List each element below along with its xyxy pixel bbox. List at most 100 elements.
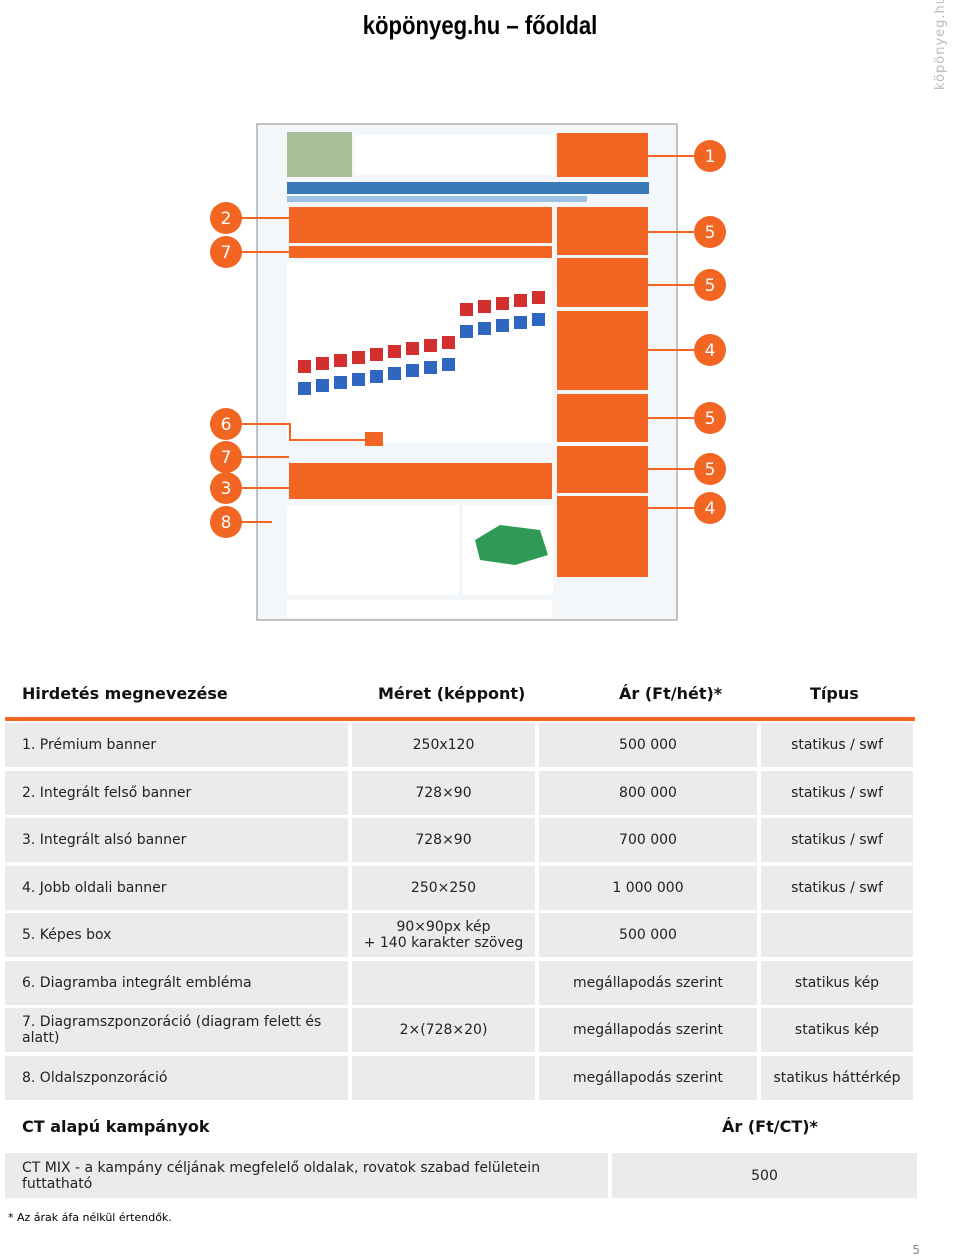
cell-text: 6. Diagramba integrált embléma [22, 974, 252, 991]
temp-square [298, 360, 311, 373]
callout-circle [694, 269, 726, 301]
table-cell: 800 000 [539, 770, 757, 815]
callout-circle [694, 492, 726, 524]
ad-slot [557, 133, 648, 177]
ad-slot [557, 311, 648, 390]
header-rule [5, 717, 915, 721]
table-cell: 6. Diagramba integrált embléma [5, 960, 348, 1005]
cell-text: 2. Integrált felső banner [22, 784, 192, 801]
temp-square [478, 322, 491, 335]
temp-square [442, 336, 455, 349]
temp-square [496, 319, 509, 332]
callout-number: 1 [705, 147, 716, 167]
ad-slot [557, 258, 648, 307]
sub-nav [287, 196, 587, 202]
table-cell: 250×250 [352, 865, 535, 910]
table-cell: 1 000 000 [539, 865, 757, 910]
callout-number: 4 [705, 499, 716, 519]
cell-text: + 140 karakter szöveg [363, 935, 524, 951]
screenshot-mockup: 2 7 6 7 3 8 1 5 5 4 5 5 4 [210, 123, 726, 621]
table-cell: statikus / swf [761, 818, 913, 862]
temp-square [388, 367, 401, 380]
ad-slot [289, 464, 552, 499]
temp-square [442, 358, 455, 371]
cell-text: 500 000 [619, 737, 677, 753]
table-cell: 700 000 [539, 818, 757, 862]
cell-text: megállapodás szerint [572, 1069, 723, 1086]
callout-circle [694, 334, 726, 366]
article-box [287, 600, 552, 618]
ad-slot [289, 207, 552, 243]
temp-square [424, 361, 437, 374]
temp-square [460, 303, 473, 316]
callout-circle [694, 216, 726, 248]
callout-circle [210, 408, 242, 440]
callout-circle [210, 506, 242, 538]
callout-circle [210, 202, 242, 234]
callout-circle [210, 441, 242, 473]
table-cell: 4. Jobb oldali banner [5, 865, 348, 910]
cell-text: 90×90px kép [396, 919, 491, 935]
temp-square [334, 376, 347, 389]
callout-line [226, 423, 365, 441]
cell-text: statikus / swf [791, 737, 883, 753]
table-cell: statikus / swf [761, 865, 913, 910]
table-cell: 2. Integrált felső banner [5, 770, 348, 815]
chart-area [287, 262, 552, 442]
ad-slot [365, 432, 383, 446]
table-cell: statikus háttérkép [761, 1055, 913, 1100]
temp-square [370, 370, 383, 383]
ad-slot [289, 246, 552, 258]
temp-square [316, 379, 329, 392]
cell-text: megállapodás szerint [572, 974, 723, 991]
cell-text: 8. Oldalszponzoráció [22, 1069, 168, 1086]
table-cell: 500 000 [539, 913, 757, 957]
cell-text: 700 000 [619, 832, 677, 848]
temp-square [334, 354, 347, 367]
callout-circle [210, 472, 242, 504]
ct-header: Ár (Ft/CT)* [722, 1117, 818, 1136]
callout-circle [694, 402, 726, 434]
table-header: Ár (Ft/hét)* [619, 684, 723, 703]
cell-text: statikus / swf [791, 832, 883, 848]
temp-square [478, 300, 491, 313]
temp-square [514, 294, 527, 307]
forecast-box [287, 505, 459, 595]
ad-slot [557, 207, 648, 255]
cell-text: 5. Képes box [22, 927, 112, 943]
table-cell: 728×90 [352, 818, 535, 862]
temp-square [496, 297, 509, 310]
table-cell: megállapodás szerint [539, 1008, 757, 1052]
table-cell: 250x120 [352, 723, 535, 767]
cell-text: megállapodás szerint [572, 1022, 723, 1038]
callout-number: 7 [221, 243, 232, 263]
temp-square [460, 325, 473, 338]
callout-number: 8 [221, 513, 232, 533]
callout-number: 5 [705, 460, 716, 480]
callout-circle [694, 140, 726, 172]
cell-text: 728×90 [415, 784, 472, 801]
table-cell: statikus / swf [761, 723, 913, 767]
callout-number: 6 [221, 415, 232, 435]
temp-square [514, 316, 527, 329]
table-cell: 3. Integrált alsó banner [5, 818, 348, 862]
map [475, 525, 548, 565]
cell-text: statikus / swf [791, 784, 883, 801]
cell-text: statikus kép [794, 974, 880, 991]
callout-number: 4 [705, 341, 716, 361]
cell-text: 4. Jobb oldali banner [22, 879, 167, 896]
cell-text: 500 000 [619, 927, 677, 943]
callout-number: 3 [221, 479, 232, 499]
callout-number: 7 [221, 448, 232, 468]
table-header: Méret (képpont) [378, 684, 526, 703]
cell-text: 7. Diagramszponzoráció (diagram felett é… [22, 1014, 322, 1046]
table-cell: 8. Oldalszponzoráció [5, 1055, 348, 1100]
ad-slot [557, 496, 648, 577]
table-cell [352, 1055, 535, 1100]
table-cell: 728×90 [352, 770, 535, 815]
nav-bar [287, 182, 649, 194]
page-number: 5 [912, 1243, 920, 1257]
callout-number: 2 [221, 209, 232, 229]
table-cell [761, 913, 913, 957]
